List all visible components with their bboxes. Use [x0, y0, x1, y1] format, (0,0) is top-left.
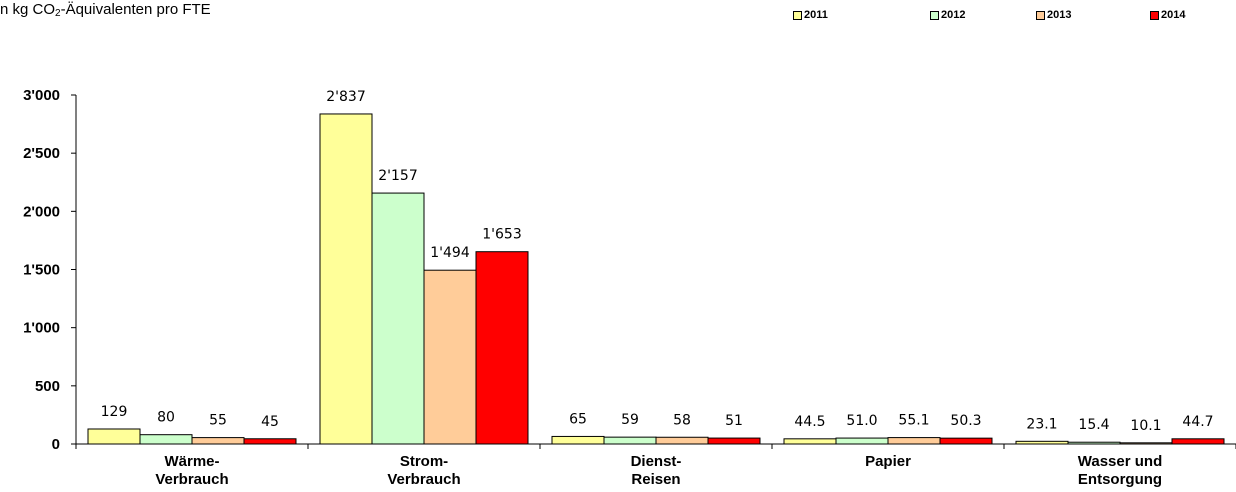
x-category-label: Entsorgung	[1078, 471, 1162, 488]
bar	[655, 436, 709, 445]
legend-label: 2014	[1161, 9, 1186, 21]
data-label: 51	[725, 413, 743, 429]
y-tick-label: 2'000	[23, 203, 60, 220]
data-label: 50.3	[950, 413, 981, 429]
legend-swatch	[1150, 10, 1159, 20]
legend-swatch	[1036, 10, 1045, 20]
y-tick-label: 2'500	[23, 145, 60, 162]
y-tick-label: 1'000	[23, 320, 60, 337]
x-category-label: Verbrauch	[155, 471, 228, 488]
bar	[371, 192, 425, 445]
data-label: 15.4	[1078, 417, 1109, 433]
bar	[87, 428, 141, 445]
data-label: 44.7	[1182, 414, 1213, 430]
y-tick-label: 500	[35, 378, 60, 395]
data-label: 2'837	[326, 89, 365, 105]
x-category-label: Reisen	[631, 471, 680, 488]
data-label: 45	[261, 414, 279, 430]
bar	[1171, 438, 1225, 445]
data-label: 129	[101, 404, 128, 420]
data-label: 55	[209, 413, 227, 429]
bar	[1067, 441, 1121, 445]
data-label: 23.1	[1026, 416, 1057, 432]
x-category-label: Verbrauch	[387, 471, 460, 488]
bar	[603, 436, 657, 445]
bar	[191, 437, 245, 445]
x-category-label: Wärme-	[164, 453, 219, 470]
bar	[939, 437, 993, 445]
legend-swatch	[793, 10, 802, 20]
legend-item-2014: 2014	[1150, 9, 1185, 21]
data-label: 44.5	[794, 414, 825, 430]
bar	[139, 434, 193, 445]
legend-item-2013: 2013	[1036, 9, 1071, 21]
data-label: 1'494	[430, 245, 470, 261]
y-tick-label: 1'500	[23, 262, 60, 279]
bar	[243, 438, 297, 445]
legend-item-2011: 2011	[793, 9, 828, 21]
bar	[835, 437, 889, 445]
bar	[423, 269, 477, 445]
data-label: 58	[673, 412, 691, 428]
bar	[783, 438, 837, 445]
chart-legend: 2011 2012 2013 2014	[0, 9, 1236, 23]
data-label: 59	[621, 412, 639, 428]
bar	[1119, 442, 1173, 445]
bar	[707, 437, 761, 445]
bar	[1015, 440, 1069, 445]
x-category-label: Wasser und	[1078, 453, 1162, 470]
y-tick-label: 3'000	[23, 87, 60, 104]
bar	[319, 113, 373, 445]
data-label: 55.1	[898, 413, 929, 429]
legend-item-2012: 2012	[930, 9, 965, 21]
data-label: 65	[569, 411, 587, 427]
bar	[551, 435, 605, 445]
x-category-label: Papier	[865, 453, 911, 470]
legend-label: 2011	[804, 9, 828, 21]
x-category-label: Strom-	[400, 453, 448, 470]
chart-subtitle: n kg CO2-Äquivalenten pro FTE	[0, 1, 211, 19]
data-label: 10.1	[1130, 418, 1161, 434]
y-tick-label: 0	[52, 436, 60, 453]
data-label: 2'157	[378, 168, 417, 184]
data-label: 80	[157, 410, 175, 426]
bar	[475, 251, 529, 445]
x-category-label: Dienst-	[631, 453, 682, 470]
data-label: 1'653	[482, 227, 521, 243]
legend-label: 2012	[941, 9, 966, 21]
bar	[887, 437, 941, 445]
data-label: 51.0	[846, 413, 877, 429]
legend-label: 2013	[1047, 9, 1072, 21]
legend-swatch	[930, 10, 939, 20]
